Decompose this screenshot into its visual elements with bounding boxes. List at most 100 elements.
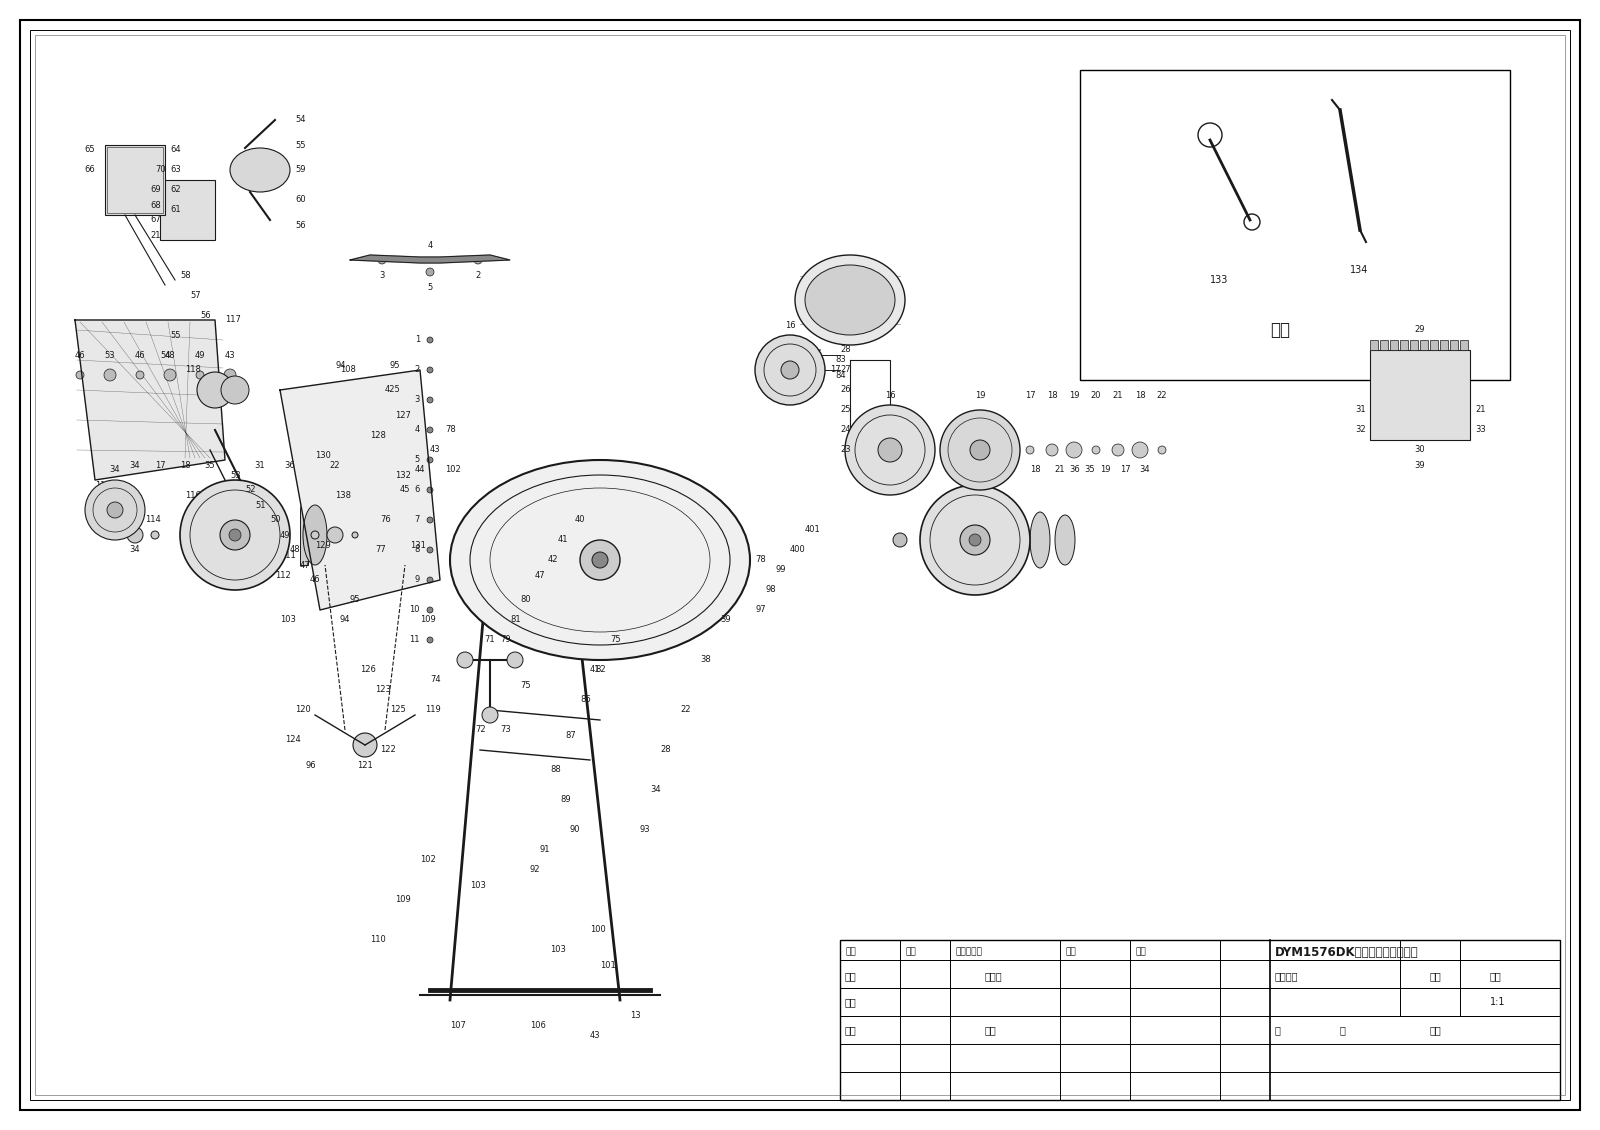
Text: 68: 68 xyxy=(150,200,160,209)
Text: 400: 400 xyxy=(790,546,806,555)
Text: 18: 18 xyxy=(1030,466,1040,475)
Circle shape xyxy=(85,480,146,540)
Text: 13: 13 xyxy=(630,1010,640,1019)
Text: 图样标记: 图样标记 xyxy=(1275,971,1299,981)
Text: 36: 36 xyxy=(1070,466,1080,475)
Circle shape xyxy=(1133,442,1149,458)
Circle shape xyxy=(126,527,142,544)
Circle shape xyxy=(426,268,434,276)
Text: 83: 83 xyxy=(835,356,846,365)
Circle shape xyxy=(150,531,158,539)
Circle shape xyxy=(507,652,523,668)
Text: 46: 46 xyxy=(310,575,320,584)
Text: 115: 115 xyxy=(94,480,110,489)
Text: 11: 11 xyxy=(410,635,419,644)
Circle shape xyxy=(755,334,826,405)
Circle shape xyxy=(326,527,342,544)
Text: 47: 47 xyxy=(301,560,310,570)
Circle shape xyxy=(1091,446,1101,454)
Text: 35: 35 xyxy=(1085,466,1096,475)
Text: 80: 80 xyxy=(520,596,531,605)
Text: 工艺: 工艺 xyxy=(845,1025,856,1035)
Bar xyxy=(1421,340,1429,350)
Text: 共: 共 xyxy=(1275,1025,1282,1035)
Text: 93: 93 xyxy=(640,826,651,834)
Text: 401: 401 xyxy=(805,525,821,534)
Text: 120: 120 xyxy=(294,705,310,714)
Circle shape xyxy=(427,487,434,493)
Text: 24: 24 xyxy=(840,426,851,435)
Text: 73: 73 xyxy=(499,725,510,734)
Text: 33: 33 xyxy=(1475,426,1486,435)
Text: 22: 22 xyxy=(890,466,901,475)
Circle shape xyxy=(960,525,990,555)
Text: 日期: 日期 xyxy=(986,1025,997,1035)
Text: 20: 20 xyxy=(1091,391,1101,400)
Text: 36: 36 xyxy=(285,461,296,469)
Circle shape xyxy=(1026,446,1034,454)
Text: 79: 79 xyxy=(499,635,510,644)
Text: 111: 111 xyxy=(280,550,296,559)
Circle shape xyxy=(378,257,386,264)
Bar xyxy=(1080,70,1510,380)
Text: 71: 71 xyxy=(485,635,496,644)
Text: 18: 18 xyxy=(179,461,190,469)
Text: 40: 40 xyxy=(574,515,586,524)
Circle shape xyxy=(427,457,434,463)
Text: 91: 91 xyxy=(541,845,550,854)
Text: 50: 50 xyxy=(270,515,280,524)
Text: 标记: 标记 xyxy=(845,947,856,956)
Text: 57: 57 xyxy=(190,290,200,299)
Text: 30: 30 xyxy=(1414,445,1426,454)
Text: 55: 55 xyxy=(170,330,181,339)
Text: 131: 131 xyxy=(410,540,426,549)
Text: 4: 4 xyxy=(427,241,432,250)
Ellipse shape xyxy=(1030,512,1050,568)
Text: 44: 44 xyxy=(414,466,426,475)
Text: 26: 26 xyxy=(840,385,851,394)
Text: 比例: 比例 xyxy=(1490,971,1502,981)
Text: 18: 18 xyxy=(1134,391,1146,400)
Text: 21: 21 xyxy=(150,231,160,240)
Text: 21: 21 xyxy=(1054,466,1066,475)
Text: 134: 134 xyxy=(1350,266,1368,275)
Text: 124: 124 xyxy=(285,736,301,745)
Circle shape xyxy=(970,440,990,460)
Text: 56: 56 xyxy=(200,311,211,320)
Bar xyxy=(301,505,307,565)
Text: 103: 103 xyxy=(550,946,566,955)
Ellipse shape xyxy=(795,255,906,345)
Text: 100: 100 xyxy=(590,925,606,935)
Text: 113: 113 xyxy=(259,515,275,524)
Text: 69: 69 xyxy=(150,185,160,194)
Bar xyxy=(1379,340,1389,350)
Text: 日期: 日期 xyxy=(1134,947,1146,956)
Text: 110: 110 xyxy=(370,936,386,945)
Text: 31: 31 xyxy=(254,461,266,469)
Text: 127: 127 xyxy=(395,410,411,419)
Bar xyxy=(1400,340,1408,350)
Text: 16: 16 xyxy=(784,321,795,330)
Text: 页: 页 xyxy=(1341,1025,1346,1035)
Text: 97: 97 xyxy=(755,606,766,615)
Text: 16: 16 xyxy=(885,391,896,400)
Text: 101: 101 xyxy=(600,960,616,970)
Bar xyxy=(1430,340,1438,350)
Text: 19: 19 xyxy=(974,391,986,400)
Text: 1: 1 xyxy=(414,336,419,345)
Text: 38: 38 xyxy=(701,655,710,664)
Text: 21: 21 xyxy=(1112,391,1123,400)
Text: 123: 123 xyxy=(374,686,390,695)
Text: 3: 3 xyxy=(414,396,419,405)
Text: 61: 61 xyxy=(170,206,181,215)
Text: 112: 112 xyxy=(275,571,291,580)
Text: 34: 34 xyxy=(1139,466,1150,475)
Circle shape xyxy=(195,371,205,379)
Text: 76: 76 xyxy=(381,515,390,524)
Text: 75: 75 xyxy=(520,680,531,689)
Bar xyxy=(106,145,165,215)
Text: 43: 43 xyxy=(590,1031,600,1040)
Text: 102: 102 xyxy=(419,855,435,864)
Text: 分数: 分数 xyxy=(906,947,915,956)
Text: 53: 53 xyxy=(104,350,115,359)
